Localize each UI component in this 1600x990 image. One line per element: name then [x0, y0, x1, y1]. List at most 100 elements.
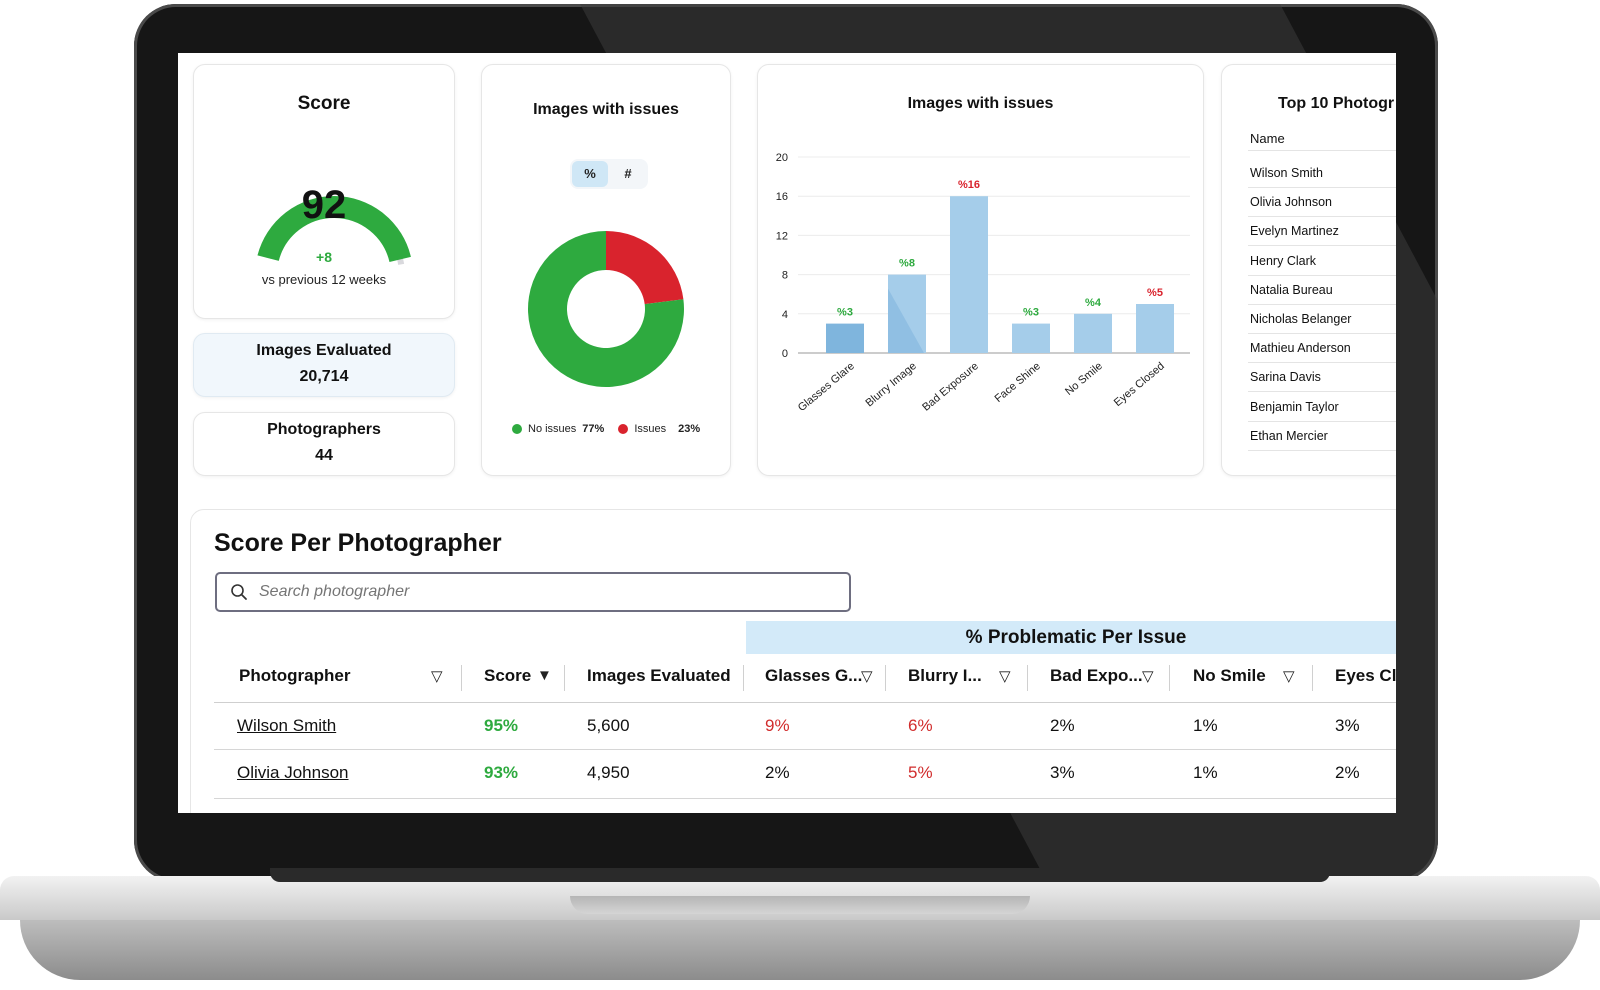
top10-name[interactable]: Ethan Mercier: [1250, 428, 1328, 443]
top10-row-rule: [1248, 362, 1396, 364]
photographers-title: Photographers: [267, 421, 381, 438]
bar-glasses-glare: [826, 323, 864, 353]
x-tick-label: Bad Exposure: [920, 360, 981, 414]
top10-name-header: Name: [1250, 131, 1285, 146]
bar-data-label: %16: [958, 179, 980, 191]
search-box: [215, 572, 851, 612]
search-input[interactable]: [257, 580, 821, 604]
row1-images: 5,600: [587, 716, 630, 735]
top10-row-rule: [1248, 391, 1396, 393]
top10-name[interactable]: Henry Clark: [1250, 253, 1316, 268]
top10-name[interactable]: Olivia Johnson: [1250, 195, 1332, 210]
row1-blurry: 6%: [908, 716, 933, 735]
bar-data-label: %3: [1023, 307, 1039, 319]
top10-row-rule: [1248, 216, 1396, 218]
sort-score-icon[interactable]: ▼: [537, 667, 552, 684]
row1-score: 95%: [484, 716, 519, 735]
bar-bad-exposure: [950, 196, 988, 353]
top10-row-rule: [1248, 274, 1396, 276]
filter-exposure-icon[interactable]: ▽: [1142, 668, 1154, 685]
col-separator: [461, 665, 462, 691]
bar-data-label: %3: [837, 307, 853, 319]
col-separator: [743, 665, 744, 691]
donut-legend: No issues 77% Issues 23%: [512, 423, 700, 435]
col-score[interactable]: Score: [484, 666, 532, 685]
dashboard-screen: Score 92 +8 vs previous 12 weeks Images …: [178, 53, 1396, 813]
top10-name[interactable]: Wilson Smith: [1250, 166, 1323, 180]
score-delta: +8: [316, 249, 332, 265]
row1-no-smile: 1%: [1193, 716, 1218, 735]
top10-row-rule: [1248, 333, 1396, 334]
laptop-hinge: [270, 868, 1330, 882]
row-rule: [214, 749, 1396, 750]
row1-glasses: 9%: [765, 716, 790, 735]
col-separator: [1169, 665, 1170, 691]
donut-slice-no-issues: [528, 231, 684, 387]
bar-chart-title: Images with issues: [907, 95, 1054, 112]
row-rule: [214, 798, 1396, 799]
top10-name[interactable]: Evelyn Martinez: [1250, 224, 1339, 239]
top10-name[interactable]: Natalia Bureau: [1250, 282, 1333, 297]
score-per-photographer-title: Score Per Photographer: [214, 529, 502, 557]
col-images-evaluated[interactable]: Images Evaluated: [587, 666, 731, 685]
col-blurry-image[interactable]: Blurry I...: [908, 666, 982, 685]
row1-photographer-link[interactable]: Wilson Smith: [237, 716, 337, 735]
filter-blurry-icon[interactable]: ▽: [999, 668, 1011, 685]
col-separator: [885, 665, 886, 691]
row1-eyes-closed: 3%: [1335, 716, 1360, 735]
top10-header-rule: [1248, 150, 1396, 151]
filter-glasses-icon[interactable]: ▽: [861, 668, 873, 685]
unit-toggle: % #: [570, 159, 648, 189]
col-no-smile[interactable]: No Smile: [1193, 666, 1266, 685]
filter-smile-icon[interactable]: ▽: [1283, 668, 1295, 685]
top10-name[interactable]: Nicholas Belanger: [1250, 312, 1352, 326]
col-bad-exposure[interactable]: Bad Expo...: [1050, 666, 1143, 685]
score-per-photographer-card: [190, 509, 1396, 813]
toggle-percent[interactable]: %: [572, 161, 608, 187]
score-gauge: [257, 196, 411, 265]
col-eyes-closed[interactable]: Eyes Cl: [1335, 666, 1396, 685]
laptop-bottom: [20, 920, 1580, 980]
score-caption: vs previous 12 weeks: [261, 272, 387, 287]
top10-name[interactable]: Sarina Davis: [1250, 370, 1321, 385]
header-rule: [214, 702, 1396, 703]
top10-row-rule: [1248, 187, 1396, 188]
filter-photographer-icon[interactable]: ▽: [431, 668, 443, 685]
issues-bar-card: Images with issues 0 4 8 12 16 20 %3 Glasses Gl…: [757, 64, 1204, 476]
top10-row-rule: [1248, 420, 1396, 422]
legend-no-issues-label: No issues: [528, 423, 577, 435]
y-tick-label: 20: [776, 152, 788, 164]
row2-eyes-closed: 2%: [1335, 763, 1360, 782]
y-tick-label: 4: [782, 309, 788, 321]
x-tick-label: No Smile: [1063, 360, 1105, 398]
bar-data-label: %5: [1147, 287, 1163, 299]
top10-name[interactable]: Benjamin Taylor: [1250, 399, 1339, 414]
issues-donut-card: Images with issues % # No issues 77% Iss…: [481, 64, 731, 476]
score-title: Score: [297, 93, 351, 114]
row1-bad-exposure: 2%: [1050, 716, 1075, 735]
row2-bad-exposure: 3%: [1050, 763, 1075, 782]
col-glasses-glare[interactable]: Glasses G...: [765, 666, 863, 685]
score-value: 92: [301, 183, 347, 227]
donut-title: Images with issues: [533, 101, 679, 118]
top10-title: Top 10 Photogr: [1278, 95, 1395, 112]
col-separator: [564, 665, 565, 691]
col-photographer[interactable]: Photographer: [239, 666, 351, 685]
y-tick-label: 8: [782, 270, 788, 282]
bar-eyes-closed: [1136, 304, 1174, 353]
donut-slice-issues: [606, 231, 684, 305]
laptop-base: [0, 868, 1600, 990]
toggle-count[interactable]: #: [610, 161, 646, 187]
row2-blurry: 5%: [908, 763, 933, 782]
top10-name[interactable]: Mathieu Anderson: [1250, 341, 1351, 356]
bar-face-shine: [1012, 323, 1050, 353]
photographers-card: Photographers 44: [193, 412, 455, 476]
col-separator: [1027, 665, 1028, 691]
row2-no-smile: 1%: [1193, 763, 1218, 782]
x-tick-label: Eyes Closed: [1112, 360, 1167, 409]
score-card: Score 92 +8 vs previous 12 weeks: [193, 64, 455, 319]
legend-issues-label: Issues: [634, 423, 667, 435]
photographers-value: 44: [315, 447, 333, 464]
legend-no-issues-value: 77%: [582, 423, 605, 435]
row2-photographer-link[interactable]: Olivia Johnson: [237, 763, 349, 782]
